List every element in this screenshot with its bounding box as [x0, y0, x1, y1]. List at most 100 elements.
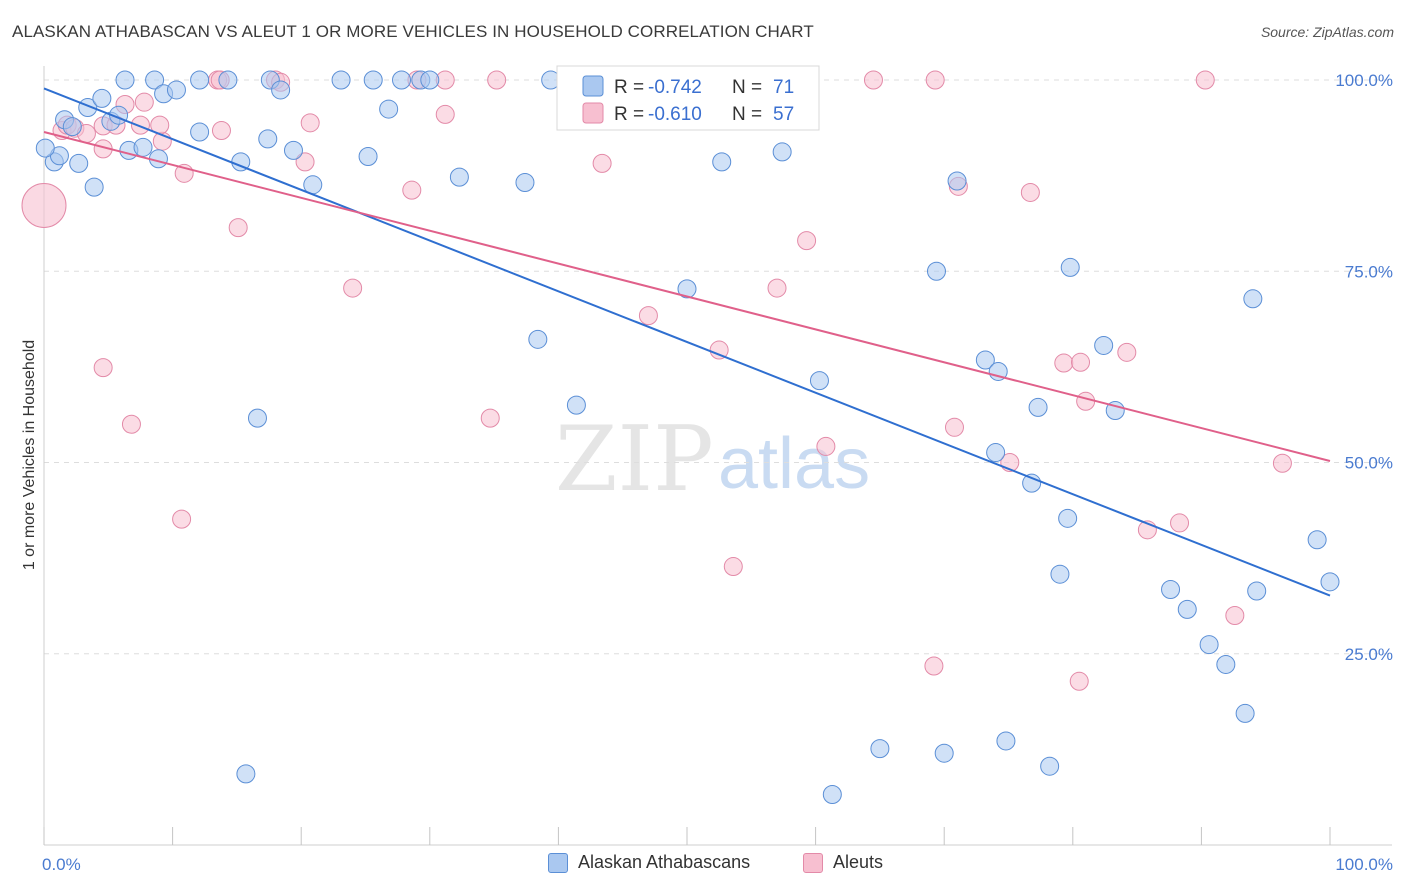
athabascan-point [392, 70, 412, 90]
athabascan-point [515, 173, 535, 193]
athabascan-point [449, 167, 469, 187]
legend-n-value-1: 71 [773, 77, 794, 98]
chart-title: ALASKAN ATHABASCAN VS ALEUT 1 OR MORE VE… [12, 22, 814, 41]
aleut-point [300, 113, 320, 133]
athabascan-point [69, 153, 89, 173]
aleut-point [925, 70, 945, 90]
athabascan-point [420, 70, 440, 90]
athabascan-point [92, 88, 112, 108]
aleut-point [863, 70, 883, 90]
aleut-point [816, 436, 836, 456]
aleut-point [134, 92, 154, 112]
athabascan-point [363, 70, 383, 90]
aleut-trend-line [43, 131, 1331, 462]
athabascan-point [62, 117, 82, 137]
athabascan-point [1243, 289, 1263, 309]
aleut-point [295, 152, 315, 172]
aleut-point [1225, 606, 1245, 625]
aleut-point [1117, 342, 1137, 362]
athabascan-point [926, 261, 946, 281]
aleut-point [1195, 70, 1215, 90]
athabascan-point [166, 80, 186, 100]
legend-n-value-2: 57 [773, 104, 794, 125]
athabascan-point [528, 329, 548, 349]
legend-label-aleuts: Aleuts [833, 852, 884, 872]
aleut-point [638, 306, 658, 326]
legend-n-label-2: N = [732, 104, 762, 125]
athabascan-point [947, 171, 967, 191]
aleut-point [21, 182, 67, 228]
athabascans-points [35, 70, 1340, 805]
athabascan-point [271, 80, 291, 100]
y-tick-label-25: 25.0% [1345, 645, 1393, 664]
athabascan-point [986, 443, 1006, 463]
series-legend: Alaskan Athabascans Aleuts [0, 852, 1406, 878]
athabascan-point [809, 371, 829, 391]
athabascan-point [1050, 564, 1070, 584]
athabascan-point [84, 177, 104, 197]
x-tick-labels: 0.0% 100.0% [42, 855, 1393, 874]
athabascan-point [1105, 400, 1125, 420]
watermark-zip: ZIP [555, 407, 714, 512]
athabascan-point [247, 408, 267, 428]
legend-label-athabascans: Alaskan Athabascans [578, 852, 751, 872]
athabascan-point [1094, 335, 1114, 355]
athabascan-point [236, 764, 256, 784]
athabascan-point [1040, 756, 1060, 776]
aleut-point [1069, 671, 1089, 691]
athabascan-point [1058, 508, 1078, 528]
trend-lines [43, 87, 1331, 597]
athabascan-point [1060, 257, 1080, 277]
legend-swatch-pink [803, 852, 823, 873]
aleut-point [121, 414, 141, 434]
aleut-point [797, 231, 817, 251]
aleut-point [93, 358, 113, 378]
aleuts-points [21, 70, 1292, 691]
athabascan-point [190, 122, 210, 142]
athabascan-point [1247, 581, 1267, 601]
athabascan-point [379, 99, 399, 119]
aleut-point [435, 104, 455, 124]
athabascan-point [822, 785, 842, 805]
y-tick-label-75: 75.0% [1345, 262, 1393, 281]
aleut-point [1020, 182, 1040, 202]
athabascan-point [35, 138, 55, 158]
athabascan-point [1199, 635, 1219, 655]
aleut-point [172, 509, 192, 529]
aleut-point [487, 70, 507, 90]
athabascan-point [712, 152, 732, 172]
aleut-point [1076, 391, 1096, 411]
correlation-legend: R = -0.742 N = 71 R = -0.610 N = 57 [556, 65, 820, 131]
athabascan-point [358, 147, 378, 166]
legend-swatch-blue [548, 852, 568, 873]
athabascan-point [133, 137, 153, 157]
athabascan-point [1216, 654, 1236, 674]
watermark-atlas: atlas [718, 424, 870, 504]
athabascan-point [870, 739, 890, 759]
aleut-point [402, 180, 422, 200]
athabascan-point [772, 142, 792, 162]
aleut-point [211, 120, 231, 140]
source-credit: Source: ZipAtlas.com [1260, 24, 1394, 40]
athabascan-point [1022, 473, 1042, 493]
aleut-point [709, 340, 729, 360]
athabascan-point [331, 70, 351, 90]
legend-item-athabascans: Alaskan Athabascans [548, 852, 750, 873]
athabascan-point [1307, 530, 1327, 550]
legend-r-value-2: -0.610 [648, 104, 702, 125]
aleut-point [130, 115, 150, 135]
aleut-point [1272, 453, 1292, 473]
athabascan-point [115, 70, 135, 90]
aleut-point [592, 153, 612, 173]
aleut-point [343, 278, 363, 298]
legend-item-aleuts: Aleuts [803, 852, 883, 873]
axes [43, 66, 1392, 846]
athabascan-point [1028, 397, 1048, 417]
athabascan-point [258, 129, 278, 149]
x-tick-label-max: 100.0% [1335, 855, 1393, 874]
athabascan-point [934, 743, 954, 763]
aleut-point [1071, 352, 1091, 372]
athabascan-point [190, 70, 210, 90]
y-tick-label-50: 50.0% [1345, 454, 1393, 473]
